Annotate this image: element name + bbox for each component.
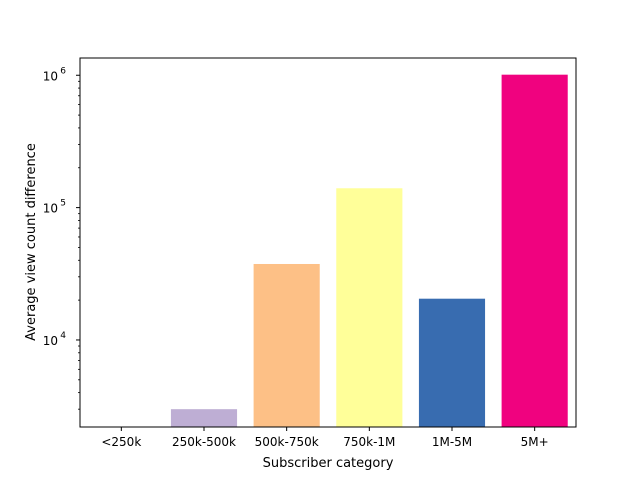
x-tick-label: 250k-500k: [172, 435, 236, 449]
y-tick-exponent: 6: [60, 66, 66, 76]
x-axis-label: Subscriber category: [263, 456, 394, 471]
y-tick-label: 10: [43, 69, 58, 83]
y-tick-exponent: 5: [60, 199, 66, 209]
y-tick-label: 10: [43, 334, 58, 348]
bar-5: [501, 74, 568, 428]
bars: [170, 74, 568, 428]
bar-3: [336, 188, 403, 427]
x-tick-label: 1M-5M: [432, 435, 472, 449]
x-tick-label: 750k-1M: [343, 435, 395, 449]
y-tick-exponent: 4: [60, 331, 66, 341]
x-tick-label: 500k-750k: [255, 435, 319, 449]
bar-2: [253, 263, 320, 427]
plot-frame: [79, 57, 577, 428]
x-ticks: <250k 250k-500k 500k-750k 750k-1M 1M-5M 5M+: [101, 427, 549, 449]
y-axis-label: Average view count difference: [24, 143, 39, 341]
x-tick-label: <250k: [101, 435, 141, 449]
bar-1: [170, 409, 238, 427]
y-tick-label: 10: [43, 202, 58, 216]
x-tick-label: 5M+: [521, 435, 549, 449]
bar-4: [418, 298, 486, 427]
plot-area: [80, 58, 576, 427]
